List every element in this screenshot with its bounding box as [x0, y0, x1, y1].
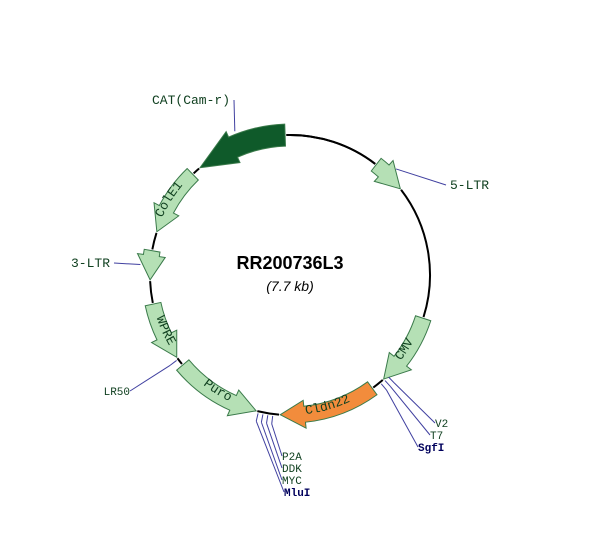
feature-label-3-ltr: 3-LTR: [71, 256, 110, 271]
plasmid-size: (7.7 kb): [266, 278, 313, 294]
marker-leader: [256, 421, 284, 492]
plasmid-title: RR200736L3: [236, 253, 343, 273]
marker-label-ddk: DDK: [282, 464, 302, 476]
marker-label-lr50: LR50: [104, 387, 130, 399]
marker-leader: [386, 390, 418, 447]
plasmid-ring-segment: [373, 380, 382, 388]
marker-tick: [256, 413, 258, 421]
plasmid-ring-segment: [257, 411, 279, 414]
marker-label-p2a: P2A: [282, 452, 302, 464]
plasmid-ring-segment: [401, 190, 430, 317]
plasmid-ring-segment: [150, 281, 153, 303]
callout-line: [234, 100, 235, 131]
feature-label-5-ltr: 5-LTR: [450, 178, 489, 193]
marker-tick: [385, 381, 390, 387]
marker-tick: [261, 414, 263, 422]
plasmid-map: 5-LTRCMVCldn22PuroWPRE3-LTRColE1CAT(Cam-…: [0, 0, 600, 535]
marker-leader: [267, 423, 282, 468]
plasmid-ring-segment: [152, 233, 156, 250]
plasmid-ring-segment: [194, 169, 199, 174]
feature-label-cat: CAT(Cam-r): [152, 93, 230, 108]
marker-tick: [272, 416, 273, 424]
marker-leader: [261, 422, 282, 480]
marker-tick: [267, 415, 268, 423]
marker-leader: [272, 424, 282, 456]
marker-label-t7: T7: [430, 431, 443, 443]
plasmid-ring-segment: [177, 358, 182, 364]
feature-3-ltr: [137, 249, 165, 280]
marker-label-sgfi: SgfI: [418, 443, 444, 455]
callout-line: [114, 263, 140, 265]
marker-tick: [170, 360, 176, 365]
plasmid-ring-segment: [286, 135, 375, 164]
marker-leader: [394, 383, 435, 423]
plasmid-ring-segment: [286, 135, 375, 164]
marker-label-mlui: MluI: [284, 488, 310, 500]
marker-label-myc: MYC: [282, 476, 302, 488]
callout-line: [396, 169, 446, 185]
feature-5-ltr: [371, 158, 400, 188]
marker-tick: [381, 384, 386, 390]
marker-tick: [389, 377, 395, 383]
feature-cat: [200, 124, 285, 168]
marker-leader: [130, 365, 170, 391]
marker-leader: [390, 386, 430, 435]
marker-label-v2: V2: [435, 419, 448, 431]
